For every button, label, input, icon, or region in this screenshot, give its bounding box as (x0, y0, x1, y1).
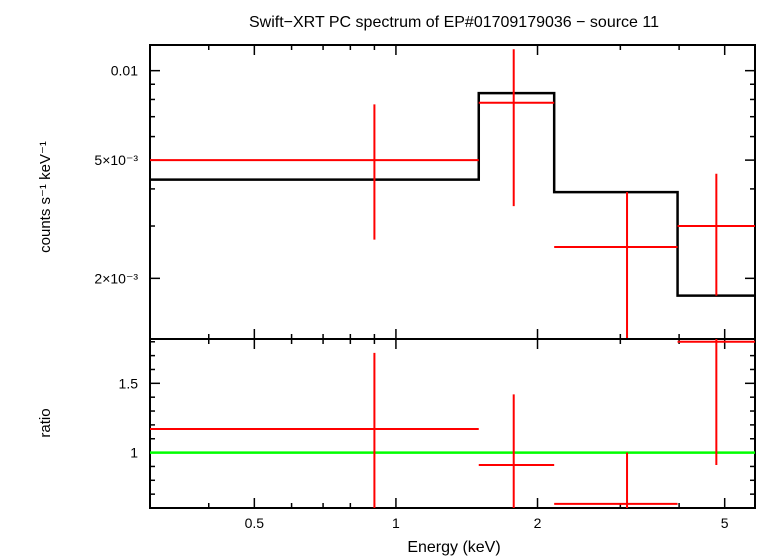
spectrum-panel: 0.01 5×10⁻³ 2×10⁻³ (94, 44, 756, 340)
ratio-frame (149, 338, 756, 509)
spectrum-y-tick-label: 0.01 (111, 63, 138, 79)
spectrum-y-tick-label: 2×10⁻³ (94, 270, 138, 286)
x-tick-label: 1 (392, 515, 400, 531)
chart-title: Swift−XRT PC spectrum of EP#01709179036 … (249, 14, 659, 31)
model-step-line (150, 91, 755, 297)
top-ylabel: counts s⁻¹ keV⁻¹ (37, 141, 54, 253)
x-tick-label: 2 (534, 515, 542, 531)
x-tick-label: 0.5 (245, 515, 265, 531)
spectrum-y-tick-label: 5×10⁻³ (94, 152, 138, 168)
x-tick-label: 5 (721, 515, 729, 531)
x-axis-label: Energy (keV) (407, 539, 500, 556)
ratio-panel: 1.5 1 0.5 1 2 5 (119, 338, 756, 531)
ratio-y-tick-label: 1.5 (119, 375, 139, 391)
ratio-y-tick-label: 1 (130, 445, 138, 461)
bottom-ylabel: ratio (37, 408, 54, 437)
